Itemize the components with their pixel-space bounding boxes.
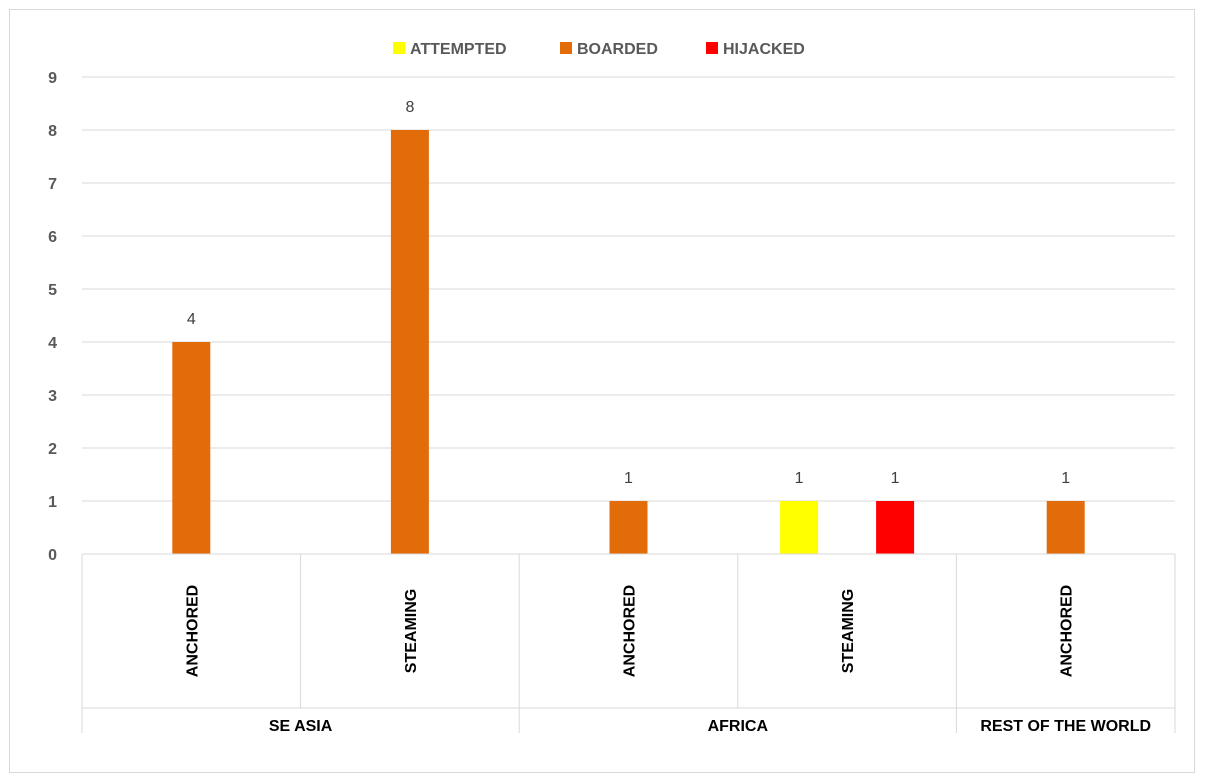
- y-tick-label: 2: [48, 441, 57, 458]
- data-label: 1: [624, 470, 633, 487]
- legend-label: BOARDED: [577, 41, 658, 58]
- x-category-label: ANCHORED: [184, 585, 201, 677]
- y-tick-label: 3: [48, 388, 57, 405]
- legend-swatch-attempted: [393, 42, 405, 54]
- y-tick-label: 5: [48, 282, 57, 299]
- legend-swatch-hijacked: [706, 42, 718, 54]
- data-label: 1: [891, 470, 900, 487]
- legend-label: HIJACKED: [723, 41, 805, 58]
- x-group-label: REST OF THE WORLD: [980, 718, 1151, 735]
- y-axis: 0 1 2 3 4 5 6 7 8 9: [48, 70, 57, 564]
- legend: ATTEMPTED BOARDED HIJACKED: [393, 41, 805, 58]
- data-label: 1: [795, 470, 804, 487]
- x-group-label: SE ASIA: [269, 718, 333, 735]
- data-label: 4: [187, 311, 196, 328]
- bar-boarded: [390, 130, 429, 554]
- y-tick-label: 7: [48, 176, 57, 193]
- x-group-label: AFRICA: [708, 718, 769, 735]
- bar-attempted: [780, 501, 819, 554]
- bar-boarded: [172, 342, 211, 554]
- y-tick-label: 9: [48, 70, 57, 87]
- y-tick-label: 0: [48, 547, 57, 564]
- data-labels: 4 8 1 1 1 1: [187, 99, 1070, 487]
- data-label: 1: [1061, 470, 1070, 487]
- bar-boarded: [609, 501, 648, 554]
- x-axis: ANCHORED STEAMING SE ASIA ANCHORED STEAMING A…: [81, 553, 1176, 735]
- y-tick-label: 4: [48, 335, 57, 352]
- bar-hijacked: [876, 501, 915, 554]
- x-category-label: STEAMING: [840, 589, 857, 673]
- x-category-label: STEAMING: [403, 589, 420, 673]
- y-tick-label: 6: [48, 229, 57, 246]
- x-category-label: ANCHORED: [1059, 585, 1076, 677]
- legend-swatch-boarded: [560, 42, 572, 54]
- legend-label: ATTEMPTED: [410, 41, 507, 58]
- x-category-label: ANCHORED: [622, 585, 639, 677]
- y-tick-label: 1: [48, 494, 57, 511]
- bars: [172, 130, 1085, 554]
- y-tick-label: 8: [48, 123, 57, 140]
- bar-boarded: [1046, 501, 1085, 554]
- data-label: 8: [405, 99, 414, 116]
